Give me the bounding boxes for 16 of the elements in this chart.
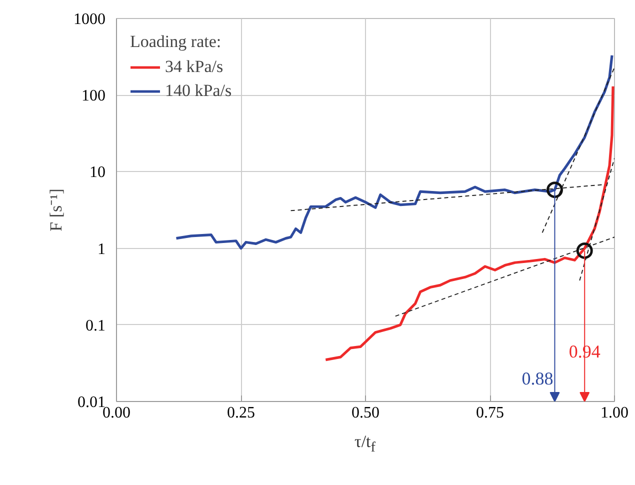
y-tick-label: 10 <box>90 164 106 182</box>
x-tick-label: 1.00 <box>600 404 628 422</box>
legend-title: Loading rate: <box>130 32 222 52</box>
legend-label: 140 kPa/s <box>165 81 232 101</box>
x-tick-label: 0.50 <box>352 404 380 422</box>
y-tick-label: 0.1 <box>86 317 106 334</box>
x-tick-label: 0.75 <box>476 404 504 422</box>
x-tick-label: 0.25 <box>227 404 255 422</box>
y-axis-title: F [s⁻¹] <box>46 188 66 232</box>
y-tick-label: 1000 <box>74 11 106 28</box>
y-tick-label: 100 <box>82 88 106 105</box>
legend-label: 34 kPa/s <box>165 57 224 77</box>
annotation: 0.88 <box>522 368 554 388</box>
x-axis-title: τ/t$_{f}$ <box>354 431 376 458</box>
y-tick-label: 1 <box>98 240 106 258</box>
x-tick-label: 0.00 <box>102 404 130 422</box>
